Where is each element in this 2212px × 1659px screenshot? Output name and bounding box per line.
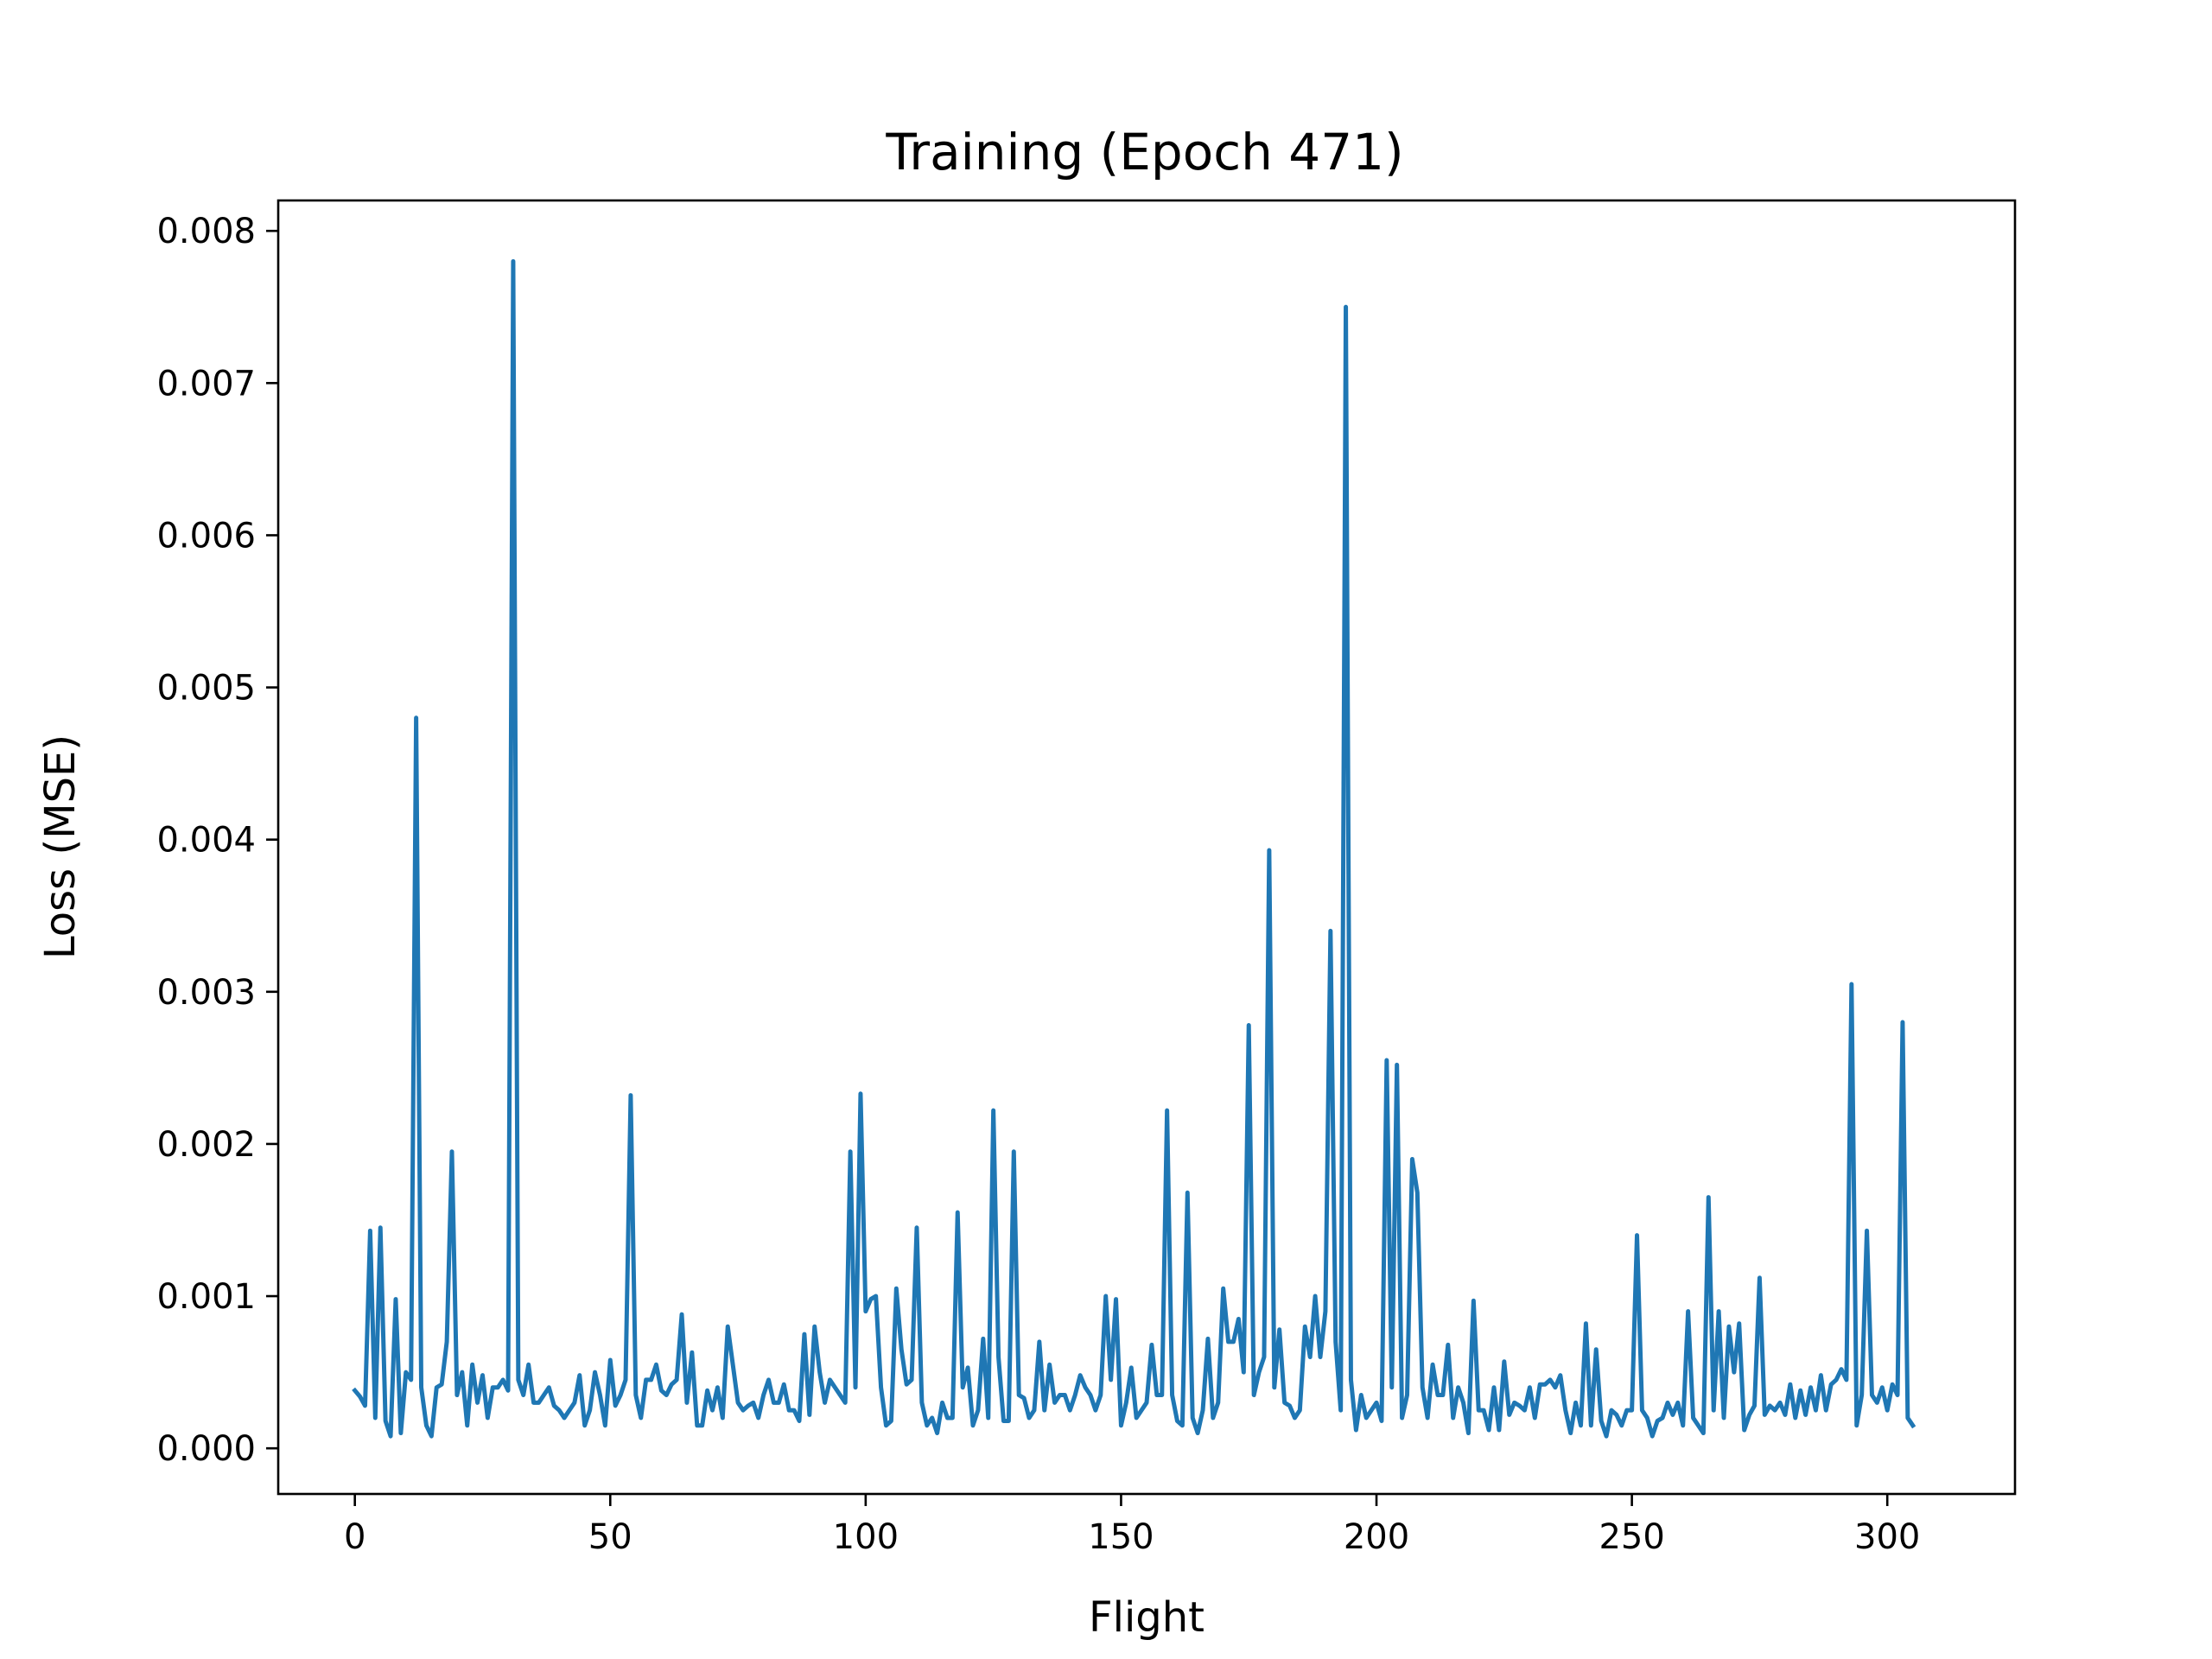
x-axis-label: Flight xyxy=(1089,1593,1205,1642)
x-tick-label: 300 xyxy=(1854,1517,1920,1557)
y-tick-label: 0.001 xyxy=(156,1277,256,1317)
y-tick-label: 0.008 xyxy=(156,212,256,251)
x-tick-label: 250 xyxy=(1599,1517,1664,1557)
series-line-0 xyxy=(352,258,1916,1439)
x-tick-label: 50 xyxy=(588,1517,632,1557)
y-tick-label: 0.003 xyxy=(156,973,256,1013)
x-axis: 0 50 100 150 200 250 300 xyxy=(344,1494,1920,1557)
y-tick-label: 0.000 xyxy=(156,1429,256,1469)
plot-area xyxy=(352,258,1916,1439)
y-axis: 0.000 0.001 0.002 0.003 0.004 0.005 0.006 0.007… xyxy=(156,212,278,1469)
x-tick-label: 100 xyxy=(833,1517,899,1557)
y-tick-label: 0.005 xyxy=(156,669,256,709)
y-tick-label: 0.007 xyxy=(156,364,256,404)
y-axis-label: Loss (MSE) xyxy=(36,734,85,959)
chart-title: Training (Epoch 471) xyxy=(885,123,1403,181)
plot-frame xyxy=(276,199,2017,1496)
x-tick-label: 0 xyxy=(344,1517,365,1557)
y-tick-label: 0.006 xyxy=(156,516,256,556)
x-tick-label: 200 xyxy=(1344,1517,1409,1557)
x-tick-label: 150 xyxy=(1088,1517,1154,1557)
y-tick-label: 0.002 xyxy=(156,1125,256,1165)
y-tick-label: 0.004 xyxy=(156,821,256,861)
